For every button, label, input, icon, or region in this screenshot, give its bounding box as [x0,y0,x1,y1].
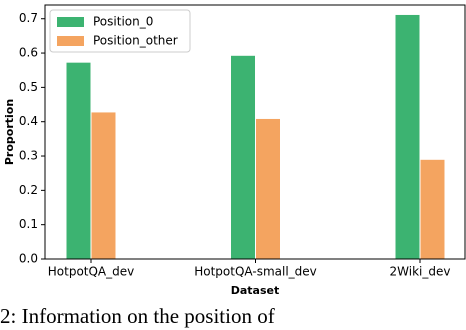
x-tick-label: HotpotQA_dev [48,265,135,279]
caption: 2: Information on the position of [0,304,275,328]
y-tick-label: 0.6 [19,46,38,60]
legend-box [49,9,191,53]
bar [256,118,280,259]
x-axis-label: Dataset [231,284,280,297]
y-tick-label: 0.1 [19,217,38,231]
x-tick-label: 2Wiki_dev [390,265,451,279]
bar [395,14,420,259]
bar [91,112,116,259]
chart: Proportion Dataset 0.0 0.1 0.2 0.3 0.4 0.5 0.6… [3,4,466,297]
legend-label: Position_other [93,34,178,48]
axes-frame [44,4,466,260]
y-tick-label: 0.0 [19,252,38,266]
y-tick-label: 0.2 [19,183,38,197]
bar [420,159,445,259]
legend-swatch [57,17,84,27]
y-tick-label: 0.5 [19,80,38,94]
bar [66,62,91,260]
legend-swatch [57,36,84,46]
y-tick-label: 0.3 [19,149,38,163]
y-tick-label: 0.7 [19,11,38,25]
y-tick-label: 0.4 [19,114,38,128]
legend-label: Position_0 [93,15,153,29]
bar [231,55,255,259]
y-axis-label: Proportion [3,99,16,165]
x-tick-label: HotpotQA-small_dev [194,265,317,279]
